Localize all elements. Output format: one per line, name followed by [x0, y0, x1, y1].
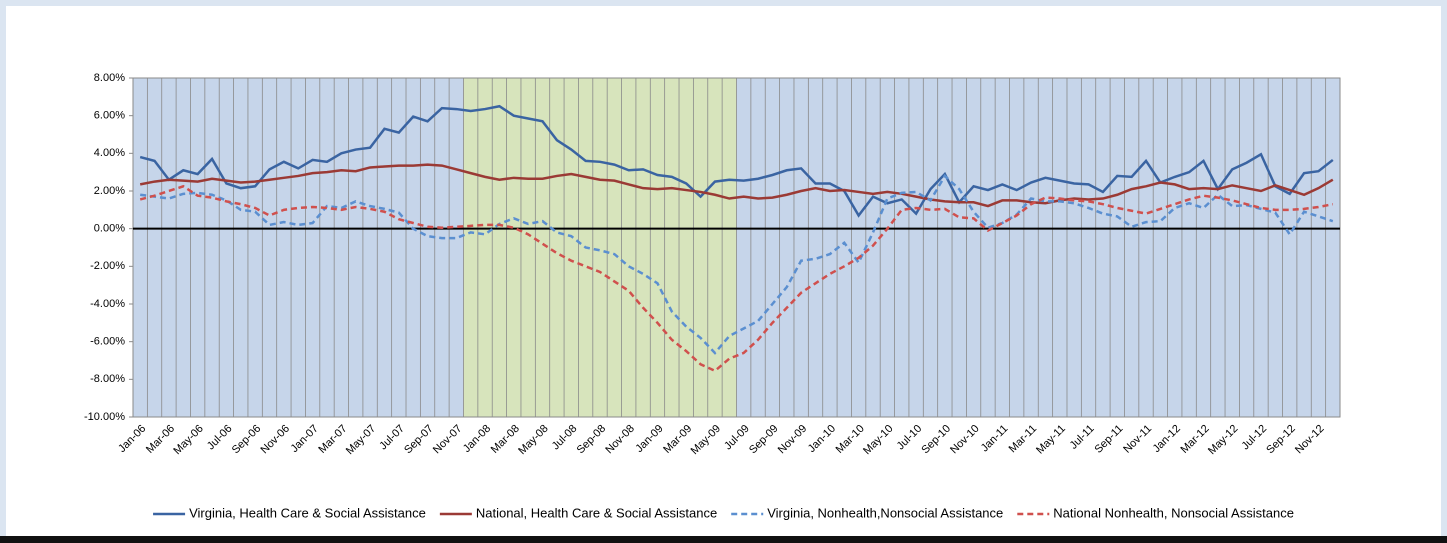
series-line — [139, 163, 1334, 208]
shaded-span — [463, 78, 737, 417]
legend-label: National, Health Care & Social Assistanc… — [476, 505, 717, 520]
y-tick-label: 4.00% — [94, 147, 125, 159]
y-tick-label: 2.00% — [94, 185, 125, 197]
y-tick-label: 6.00% — [94, 110, 125, 122]
series-line — [140, 173, 1334, 355]
y-tick-label: 0.00% — [94, 223, 125, 235]
legend-label: Virginia, Nonhealth,Nonsocial Assistance — [767, 505, 1003, 520]
series-line — [139, 104, 1334, 218]
y-tick-label: -2.00% — [90, 260, 125, 272]
legend-label: Virginia, Health Care & Social Assistanc… — [189, 505, 426, 520]
plot-border — [132, 77, 1341, 418]
bottom-bar — [0, 536, 1447, 543]
y-tick-label: -4.00% — [90, 298, 125, 310]
y-tick-label: 8.00% — [94, 72, 125, 84]
legend-label: National Nonhealth, Nonsocial Assistance — [1053, 505, 1294, 520]
series-line — [139, 184, 1334, 373]
y-tick-label: -8.00% — [90, 373, 125, 385]
y-tick-label: -6.00% — [90, 336, 125, 348]
y-tick-label: -10.00% — [84, 411, 125, 423]
